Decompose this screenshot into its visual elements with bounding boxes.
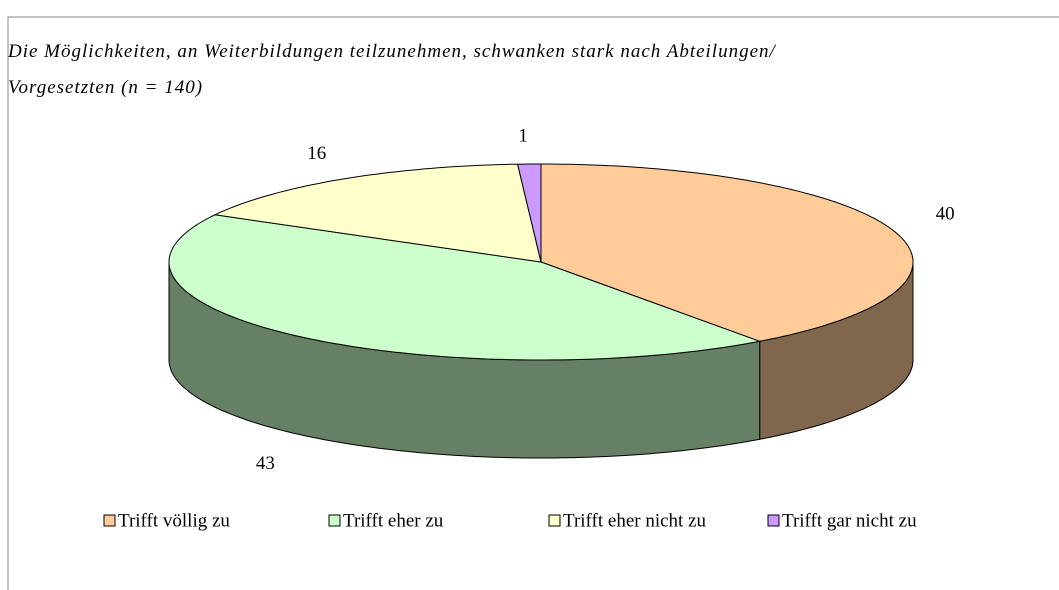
legend-swatch bbox=[548, 514, 561, 527]
chart-title: Vorgesetzten (n = 140) bbox=[8, 77, 203, 98]
pie-slice bbox=[540, 163, 914, 342]
pie-slice bbox=[213, 163, 542, 263]
legend-swatch bbox=[767, 514, 780, 527]
legend-label: Trifft gar nicht zu bbox=[782, 510, 917, 531]
pie-slice bbox=[168, 214, 762, 361]
data-label: 40 bbox=[936, 204, 955, 225]
pie-slice bbox=[516, 163, 542, 263]
legend-label: Trifft völlig zu bbox=[118, 510, 230, 531]
data-label: 16 bbox=[307, 143, 326, 164]
legend-swatch bbox=[103, 514, 116, 527]
legend-label: Trifft eher zu bbox=[343, 510, 444, 531]
chart-title: Die Möglichkeiten, an Weiterbildungen te… bbox=[7, 41, 777, 62]
data-label: 1 bbox=[518, 126, 528, 147]
data-label: 43 bbox=[256, 453, 275, 474]
legend-swatch bbox=[328, 514, 341, 527]
frame bbox=[7, 16, 1059, 590]
legend-label: Trifft eher nicht zu bbox=[563, 510, 707, 531]
